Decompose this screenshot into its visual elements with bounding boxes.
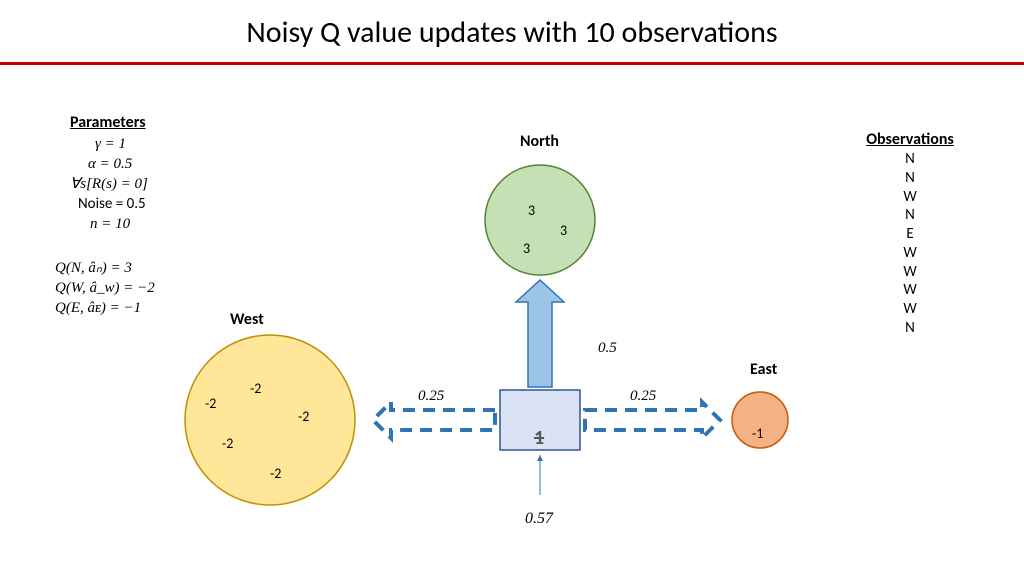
north-arrow	[516, 280, 564, 387]
node-value: -2	[298, 408, 309, 425]
west-arrow	[373, 402, 495, 438]
north-node	[485, 165, 595, 275]
node-value: 3	[528, 202, 535, 219]
node-value: -1	[752, 425, 763, 442]
node-value: -2	[270, 465, 281, 482]
q-value-result: 0.57	[525, 510, 553, 528]
node-value: -2	[205, 395, 216, 412]
node-value: 3	[560, 222, 567, 239]
node-value: -2	[250, 380, 261, 397]
center-value: 1	[534, 426, 544, 450]
node-value: 3	[523, 240, 530, 257]
diagram-svg	[0, 0, 1024, 576]
east-arrow	[585, 402, 720, 438]
node-value: -2	[222, 435, 233, 452]
